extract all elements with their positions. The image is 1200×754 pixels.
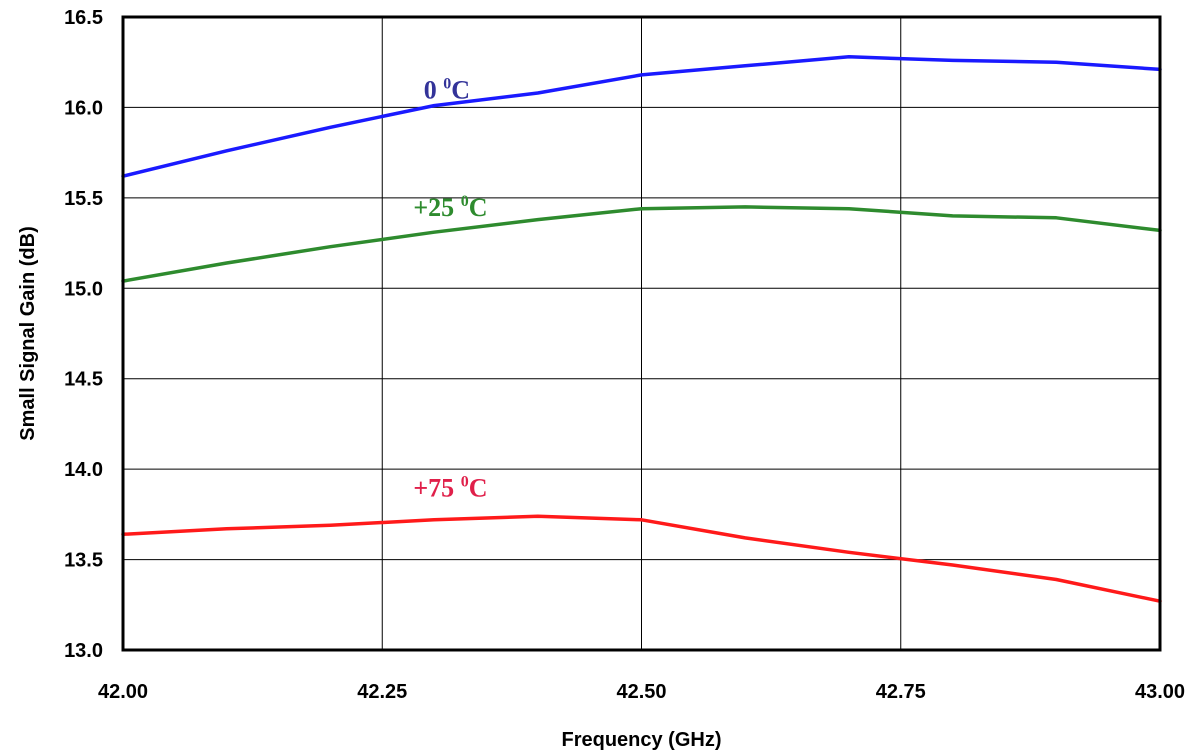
series-label: +25 0C [413, 193, 487, 222]
x-tick-label: 42.50 [616, 681, 666, 703]
series-lines [121, 55, 1162, 603]
plot-frame [121, 15, 1162, 652]
y-tick-label: 13.0 [64, 640, 103, 662]
x-axis-title: Frequency (GHz) [561, 729, 721, 751]
y-tick-label: 16.5 [64, 7, 103, 29]
x-tick-label: 42.75 [876, 681, 926, 703]
y-tick-label: 14.0 [64, 459, 103, 481]
y-tick-label: 15.0 [64, 278, 103, 300]
x-tick-label: 42.25 [357, 681, 407, 703]
series-line [121, 205, 1162, 283]
y-tick-labels: 13.0 13.5 14.0 14.5 15.0 15.5 16.0 16.5 [64, 7, 103, 662]
y-tick-label: 14.5 [64, 369, 103, 391]
x-tick-labels: 42.00 42.25 42.50 42.75 43.00 [98, 681, 1185, 703]
y-axis-title: Small Signal Gain (dB) [17, 226, 39, 440]
grid [122, 16, 1161, 651]
series-line [121, 55, 1162, 178]
y-tick-label: 15.5 [64, 188, 103, 210]
y-tick-label: 13.5 [64, 550, 103, 572]
series-line [121, 514, 1162, 603]
x-tick-label: 42.00 [98, 681, 148, 703]
x-tick-label: 43.00 [1135, 681, 1185, 703]
series-label: +75 0C [413, 473, 487, 502]
series-label: 0 0C [424, 75, 470, 104]
series-labels: 0 0C +25 0C +75 0C [413, 75, 487, 502]
y-tick-label: 16.0 [64, 97, 103, 119]
